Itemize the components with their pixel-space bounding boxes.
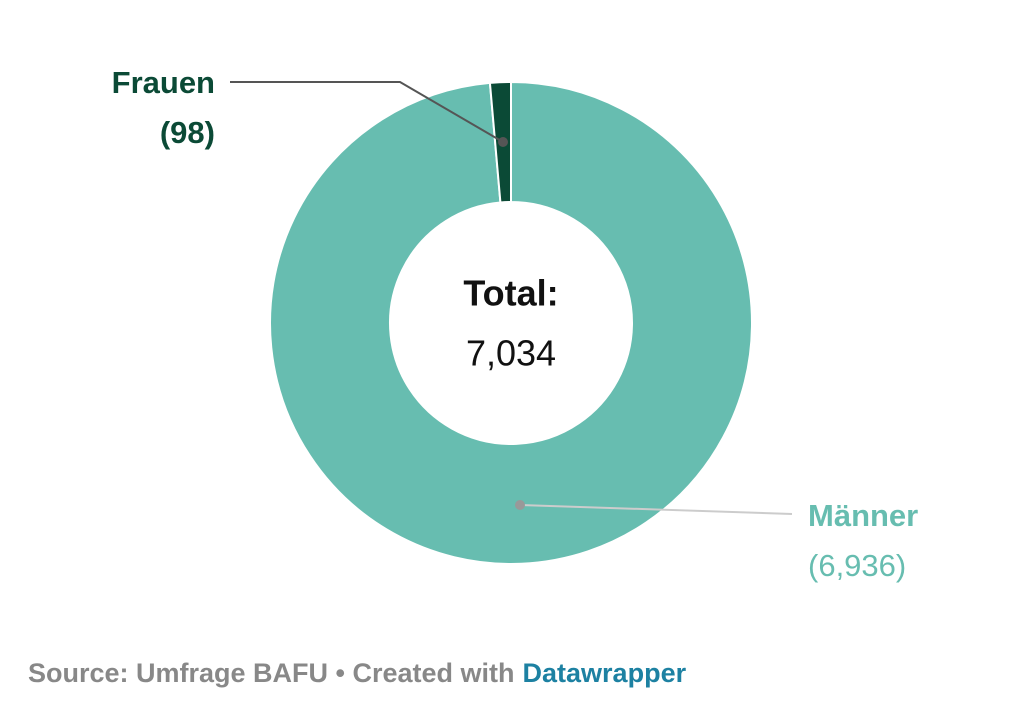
slice-value-label: (98) bbox=[160, 115, 215, 150]
source-text: Source: Umfrage BAFU • Created with bbox=[28, 658, 515, 688]
slice-label: Frauen bbox=[112, 65, 215, 100]
slice-label: Männer bbox=[808, 498, 918, 533]
leader-dot bbox=[515, 500, 525, 510]
credit-link[interactable]: Datawrapper bbox=[523, 658, 687, 688]
leader-dot bbox=[498, 137, 508, 147]
center-value: 7,034 bbox=[466, 333, 556, 374]
source-note: Source: Umfrage BAFU • Created with Dataw… bbox=[28, 658, 687, 688]
center-title: Total: bbox=[463, 273, 558, 314]
donut bbox=[269, 80, 753, 565]
slice-value-label: (6,936) bbox=[808, 548, 906, 583]
slice bbox=[269, 80, 753, 565]
leader-line bbox=[230, 81, 504, 143]
leader-line bbox=[519, 504, 793, 515]
